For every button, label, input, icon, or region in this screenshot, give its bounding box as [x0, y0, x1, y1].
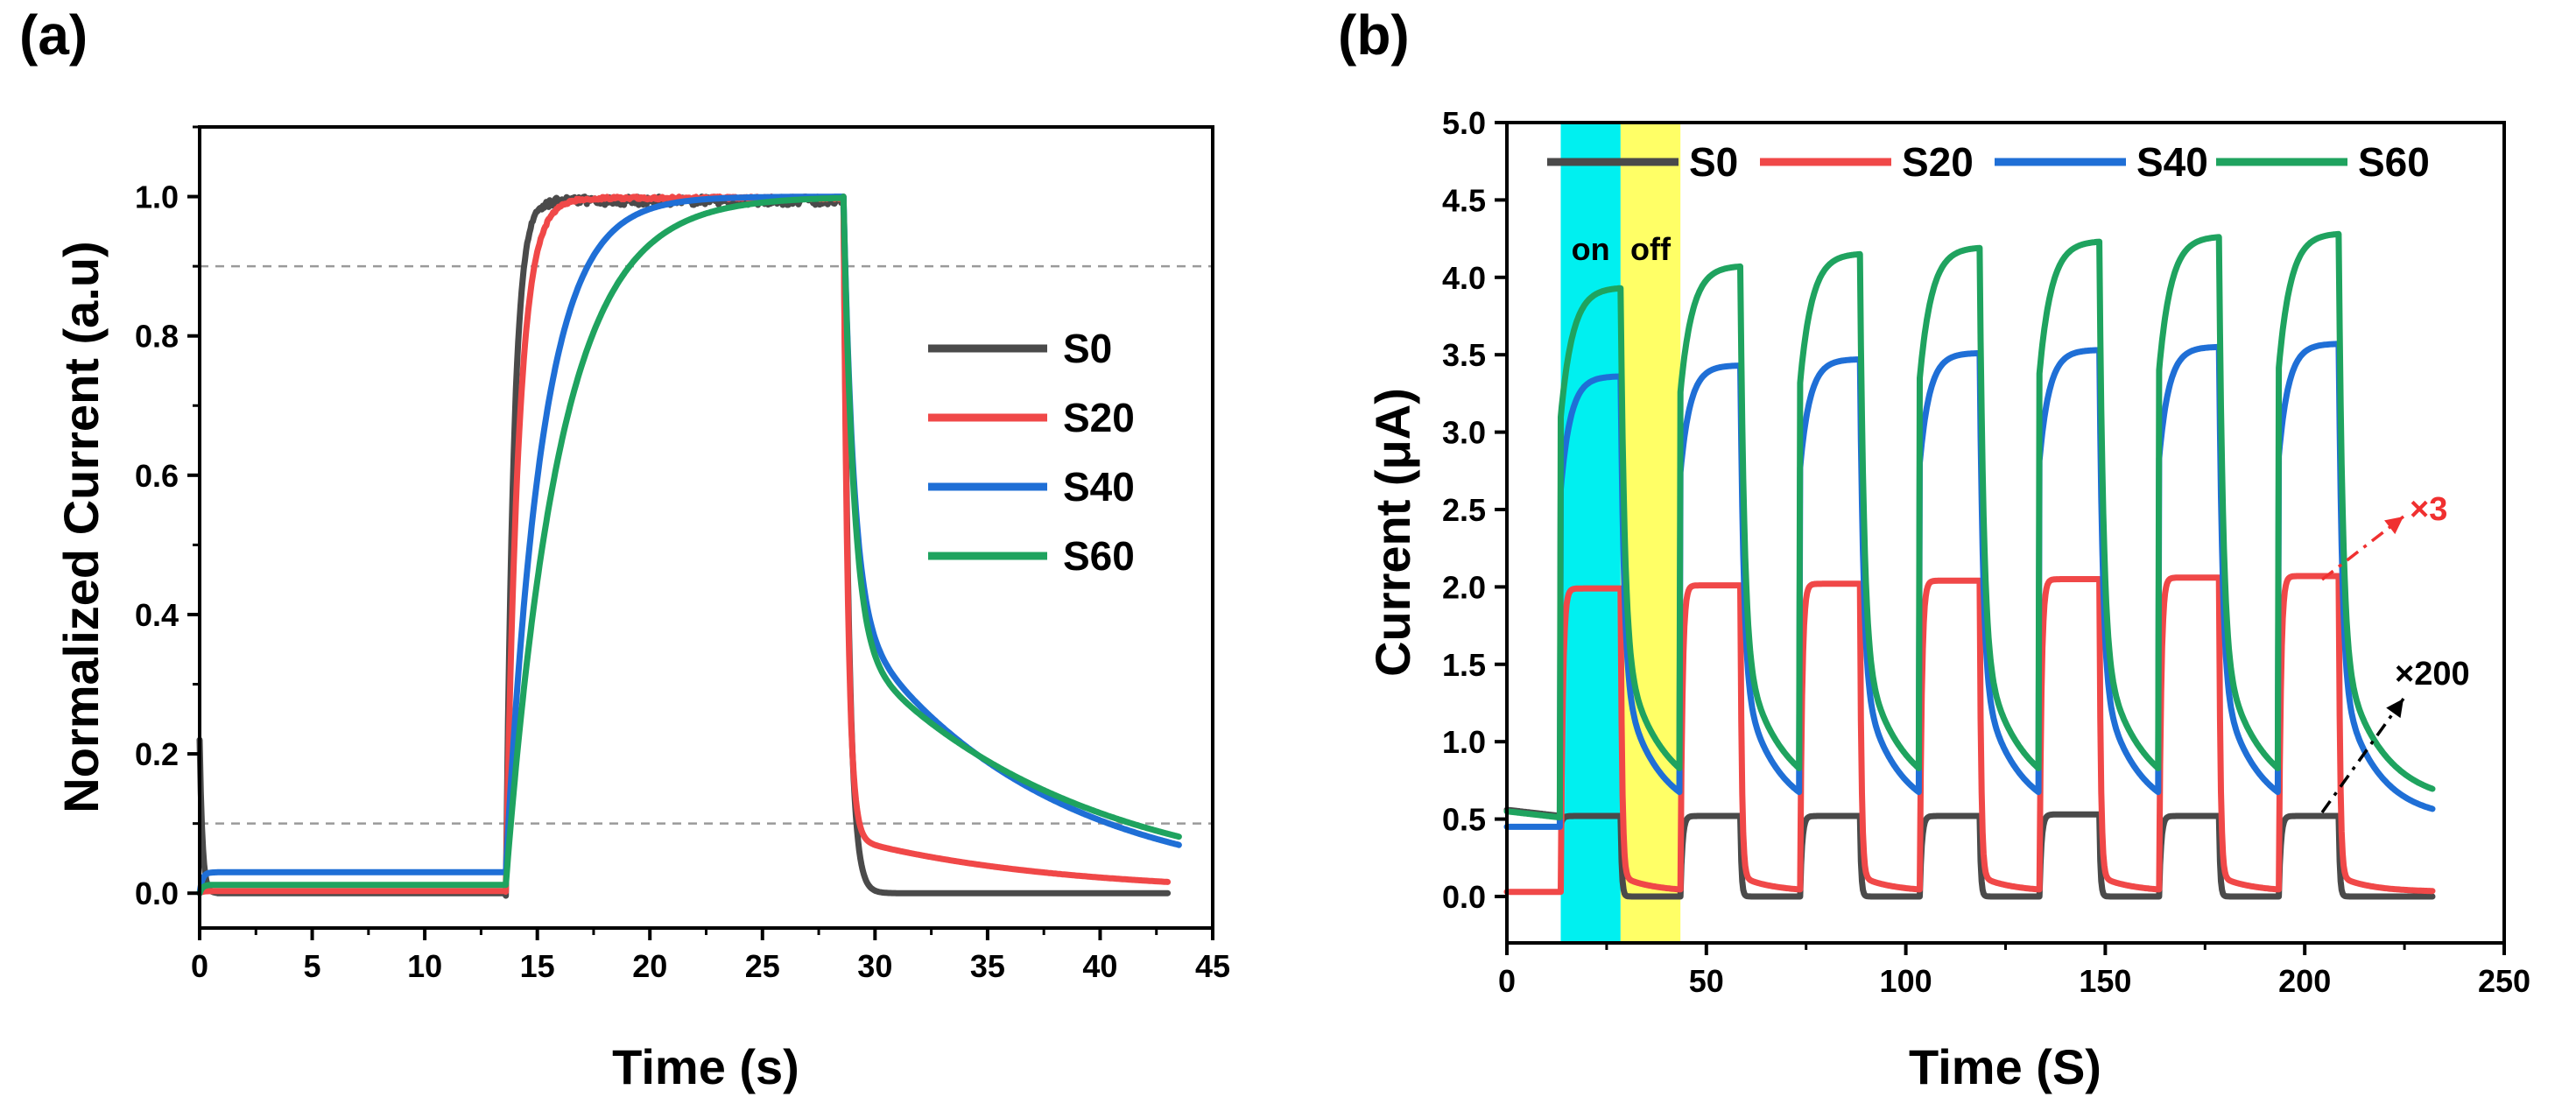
legend-entry-s0: S0: [1689, 139, 1738, 185]
highlight-label-on: on: [1572, 231, 1610, 267]
x-tick-label: 150: [2079, 963, 2131, 999]
y-tick-label: 0.8: [135, 319, 179, 355]
panel-a: (a) 0 5 10 15 20 25 30 35 40 45 0.0 0.2 0.4 0.6 0.8 1.…: [19, 4, 1230, 1094]
legend-entry-s40: S40: [2136, 139, 2208, 185]
plot-frame: [198, 125, 1214, 930]
y-tick-label: 1.0: [135, 179, 179, 215]
x-tick-label: 20: [632, 948, 667, 984]
annotation-arrow-head: [2386, 699, 2404, 719]
x-axis-label: Time (S): [1909, 1039, 2101, 1094]
series-line-s60: [196, 193, 1182, 897]
y-tick-label: 2.0: [1442, 569, 1486, 605]
x-tick-label: 50: [1689, 963, 1724, 999]
series-line-s60: [1503, 230, 2436, 821]
y-tick-label: 5.0: [1442, 105, 1486, 141]
x-axis-label: Time (s): [612, 1039, 799, 1094]
x-tick-label: 5: [304, 948, 321, 984]
series-line-s20: [1503, 573, 2436, 896]
annotation-arrow-line: [2320, 697, 2405, 814]
y-tick-label: 0.0: [1442, 879, 1486, 915]
y-tick-label: 3.5: [1442, 337, 1486, 373]
legend-entry-s20: S20: [1063, 395, 1135, 440]
x-tick-label: 35: [970, 948, 1005, 984]
highlight-off: [1620, 123, 1681, 943]
legend-entry-s20: S20: [1902, 139, 1974, 185]
legend: S0 S20 S40 S60: [1547, 139, 2430, 185]
y-tick-label: 0.2: [135, 736, 179, 772]
annotation-arrow-head: [2384, 517, 2404, 535]
legend: S0 S20 S40 S60: [928, 326, 1135, 579]
series-line-s20: [196, 193, 1172, 897]
reference-lines: [200, 264, 1213, 825]
y-tick-label: 1.5: [1442, 647, 1486, 683]
y-axis-ticks: 0.0 0.5 1.0 1.5 2.0 2.5 3.0 3.5 4.0 4.5 5.0: [1442, 105, 1507, 915]
x-tick-label: 0: [191, 948, 208, 984]
series-line-s40: [196, 193, 1182, 897]
x-tick-label: 45: [1195, 948, 1230, 984]
legend-entry-s0: S0: [1063, 326, 1112, 371]
x-tick-label: 15: [520, 948, 555, 984]
x-tick-label: 100: [1880, 963, 1932, 999]
y-tick-label: 3.0: [1442, 415, 1486, 451]
highlight-on: [1560, 123, 1621, 943]
y-tick-label: 4.0: [1442, 260, 1486, 296]
x-tick-label: 40: [1082, 948, 1117, 984]
series-line-s0: [196, 193, 1172, 899]
y-tick-label: 2.5: [1442, 492, 1486, 528]
series-group: [196, 193, 1182, 899]
x-axis-ticks: 0 50 100 150 200 250: [1498, 943, 2530, 999]
annotation-label: ×200: [2395, 656, 2470, 693]
x-tick-label: 0: [1498, 963, 1516, 999]
y-tick-label: 0.5: [1442, 802, 1486, 838]
y-tick-label: 4.5: [1442, 182, 1486, 218]
annotations: ×3 ×200: [2320, 491, 2470, 814]
y-tick-label: 1.0: [1442, 724, 1486, 760]
panel-b: (b) on off 0 50 100 150 200 250 0.0 0.5 1.0 1.5 2.…: [1338, 4, 2530, 1094]
series-line-s0: [1503, 806, 2436, 900]
highlight-label-off: off: [1630, 231, 1672, 267]
series-group: [1503, 230, 2436, 900]
y-tick-label: 0.6: [135, 458, 179, 494]
y-axis-label: Current (μA): [1365, 388, 1420, 677]
legend-entry-s60: S60: [2358, 139, 2430, 185]
legend-entry-s60: S60: [1063, 533, 1135, 579]
x-axis-ticks: 0 5 10 15 20 25 30 35 40 45: [191, 928, 1230, 984]
y-tick-label: 0.0: [135, 875, 179, 911]
panel-b-label: (b): [1338, 4, 1410, 67]
x-tick-label: 200: [2278, 963, 2331, 999]
panel-a-label: (a): [19, 4, 88, 67]
on-off-highlights: on off: [1560, 123, 1681, 943]
annotation-label: ×3: [2410, 491, 2447, 528]
x-tick-label: 250: [2478, 963, 2530, 999]
legend-entry-s40: S40: [1063, 464, 1135, 510]
y-axis-label: Normalized Current (a.u): [53, 241, 109, 812]
y-axis-ticks: 0.0 0.2 0.4 0.6 0.8 1.0: [135, 125, 200, 911]
y-tick-label: 0.4: [135, 597, 179, 633]
x-tick-label: 30: [857, 948, 892, 984]
x-tick-label: 25: [745, 948, 780, 984]
x-tick-label: 10: [407, 948, 442, 984]
